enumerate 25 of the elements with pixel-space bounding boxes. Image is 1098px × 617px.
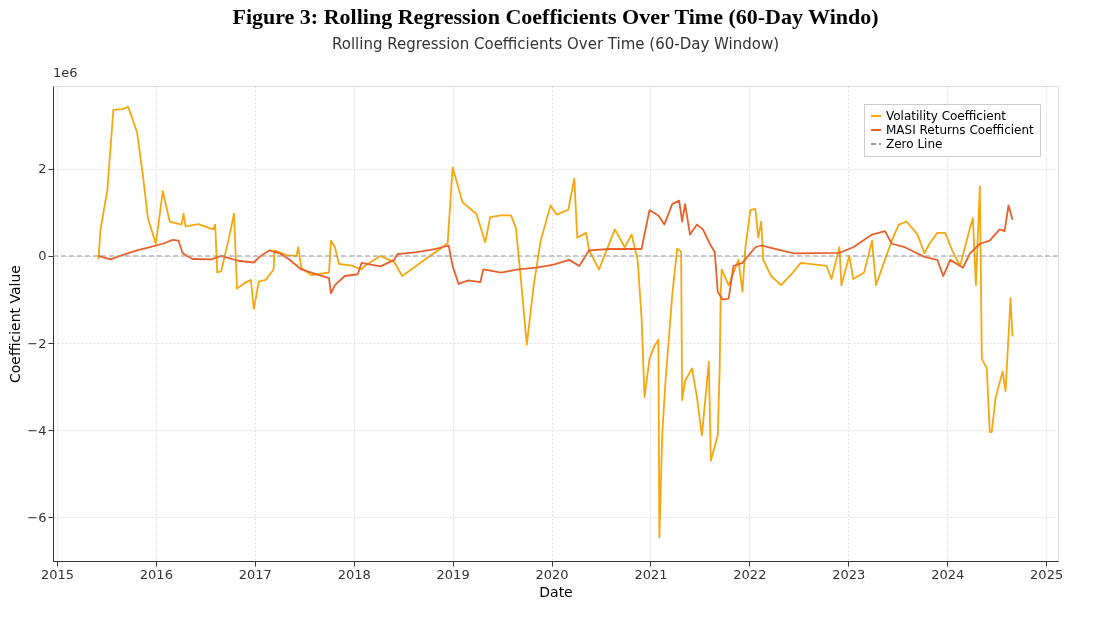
legend-label: Volatility Coefficient (886, 109, 1007, 123)
y-tick-label: −2 (27, 335, 47, 351)
x-tick-label: 2023 (832, 566, 866, 582)
x-tick-label: 2024 (931, 566, 965, 582)
y-axis-title: Coefficient Value (7, 265, 24, 383)
x-tick-label: 2016 (139, 566, 173, 582)
x-tick-label: 2017 (238, 566, 272, 582)
y-tick-label: 2 (38, 161, 47, 177)
chart-title: Figure 3: Rolling Regression Coefficients Over Time (60-Day Windo) (232, 4, 879, 29)
y-tick-label: −4 (27, 422, 47, 438)
text: 1e6 (53, 65, 78, 80)
legend-label: MASI Returns Coefficient (886, 123, 1035, 137)
x-tick-label: 2020 (535, 566, 569, 582)
x-tick-label: 2015 (40, 566, 74, 582)
x-tick-label: 2025 (1030, 566, 1064, 582)
x-tick-label: 2019 (436, 566, 470, 582)
line-series (97, 199, 1014, 301)
y-tick-label: −6 (27, 509, 47, 525)
y-tick-label: 0 (38, 248, 47, 264)
x-tick-label: 2018 (337, 566, 371, 582)
x-axis-title: Date (539, 583, 573, 600)
legend-label: Zero Line (886, 137, 943, 151)
x-tick-label: 2022 (733, 566, 767, 582)
chart-subtitle: Rolling Regression Coefficients Over Time (60-Day Window) (331, 35, 780, 53)
x-tick-label: 2021 (634, 566, 668, 582)
